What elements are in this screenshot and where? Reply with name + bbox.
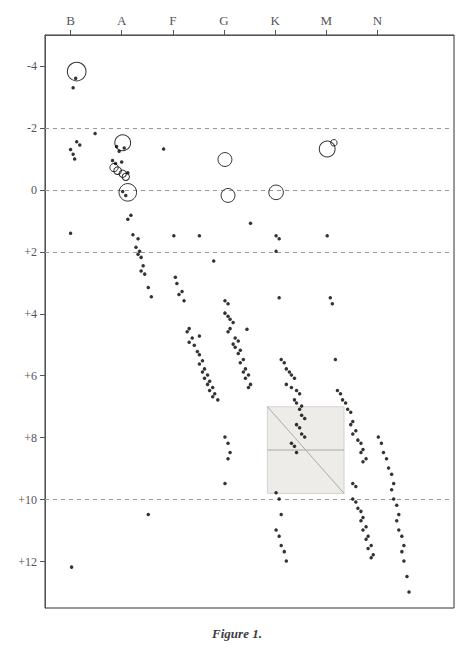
svg-text:F: F bbox=[169, 13, 176, 28]
svg-text:-4: -4 bbox=[27, 59, 37, 73]
svg-text:Figure 1.: Figure 1. bbox=[211, 626, 262, 641]
svg-text:+12: +12 bbox=[18, 555, 37, 569]
svg-text:-2: -2 bbox=[27, 121, 37, 135]
svg-text:+2: +2 bbox=[24, 245, 37, 259]
svg-text:+6: +6 bbox=[24, 369, 37, 383]
svg-text:M: M bbox=[320, 13, 332, 28]
svg-text:0: 0 bbox=[31, 183, 37, 197]
svg-text:G: G bbox=[219, 13, 228, 28]
svg-text:+10: +10 bbox=[18, 493, 37, 507]
svg-text:+8: +8 bbox=[24, 431, 37, 445]
svg-text:B: B bbox=[66, 13, 75, 28]
svg-text:+4: +4 bbox=[24, 307, 37, 321]
svg-text:A: A bbox=[117, 13, 127, 28]
svg-text:N: N bbox=[373, 13, 383, 28]
svg-text:K: K bbox=[270, 13, 280, 28]
